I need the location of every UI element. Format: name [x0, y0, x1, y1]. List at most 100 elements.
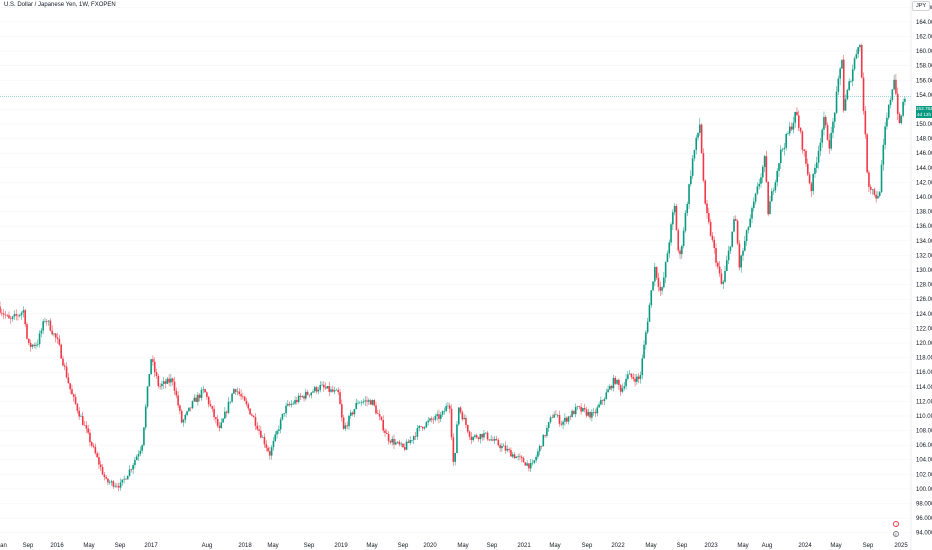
candle-body	[220, 422, 223, 428]
candle-body	[56, 337, 59, 339]
time-tick-label: Sep	[582, 543, 593, 549]
candle-body	[355, 402, 358, 410]
candle-body	[767, 181, 769, 215]
candle-body	[297, 395, 300, 403]
time-tick-label: May	[830, 543, 841, 549]
candle-body	[529, 463, 532, 469]
candle-body	[880, 164, 883, 193]
candle-body	[132, 465, 134, 470]
currency-button[interactable]: JPY	[912, 1, 930, 11]
candle-body	[873, 189, 876, 195]
candle-body	[87, 428, 89, 433]
price-axis[interactable]: 94.000 96.000 98.000 100.000 102.000 104.000 1…	[916, 5, 932, 536]
candle-body	[774, 182, 777, 191]
candle-body	[439, 414, 442, 419]
candle-body	[877, 195, 879, 199]
candle-body	[90, 442, 93, 446]
candle-body	[130, 469, 133, 471]
candle-body	[188, 407, 190, 412]
candle-body	[832, 121, 834, 133]
candle-body	[27, 338, 30, 344]
price-tick-label: 130.000	[916, 268, 932, 274]
candle-body	[398, 441, 401, 445]
candle-body	[123, 478, 125, 480]
earnings-event-icon[interactable]: E	[893, 531, 899, 537]
candle-body	[67, 377, 70, 384]
candle-body	[242, 396, 244, 397]
price-tick-label: 126.000	[916, 297, 932, 303]
candle-body	[288, 403, 291, 405]
candle-body	[126, 475, 129, 480]
candle-body	[553, 414, 555, 418]
candle-body	[556, 415, 559, 416]
candle-body	[492, 439, 494, 441]
candle-body	[175, 390, 178, 396]
candle-body	[436, 414, 438, 416]
price-tick-label: 140.000	[916, 195, 932, 201]
candle-body	[412, 436, 415, 441]
candle-body	[896, 93, 899, 114]
candle-body	[864, 111, 867, 135]
candle-body	[60, 344, 62, 359]
candle-body	[33, 344, 35, 346]
candle-body	[344, 425, 347, 429]
candle-body	[646, 321, 649, 333]
candle-body	[533, 460, 536, 463]
candle-body	[673, 205, 676, 213]
candle-body	[902, 101, 904, 116]
candle-body	[547, 422, 550, 429]
candle-body	[348, 415, 350, 427]
price-tick-label: 136.000	[916, 224, 932, 230]
candle-body	[285, 405, 287, 414]
price-tick-label: 108.000	[916, 429, 932, 435]
candle-body	[731, 231, 734, 247]
candle-body	[153, 361, 156, 373]
time-axis[interactable]: Jan Sep 2016 May Sep 2017 Aug 2018 May Sep 2019 May…	[0, 543, 908, 549]
candle-body	[99, 464, 102, 467]
candle-body	[81, 416, 84, 426]
candle-body	[524, 462, 527, 466]
candle-body	[776, 170, 778, 183]
candle-body	[301, 396, 304, 397]
candle-body	[438, 414, 440, 419]
candle-body	[117, 486, 120, 488]
price-tick-label: 118.000	[916, 356, 932, 362]
candle-body	[594, 412, 597, 414]
candle-body	[664, 262, 667, 278]
bar-countdown: 4d 13h	[916, 112, 932, 117]
candle-body	[571, 410, 573, 417]
price-tick-label: 158.000	[916, 64, 932, 70]
candle-body	[727, 250, 730, 261]
candle-body	[89, 432, 91, 443]
candle-body	[637, 376, 640, 379]
candle-body	[278, 429, 280, 431]
candle-body	[346, 425, 349, 427]
candle-body	[652, 281, 654, 291]
candle-body	[501, 445, 503, 449]
candle-body	[650, 290, 653, 306]
time-tick-label: 2016	[50, 543, 64, 549]
candle-body	[200, 389, 203, 398]
candle-body	[717, 262, 719, 267]
candle-body	[448, 405, 451, 409]
candle-body	[26, 324, 28, 339]
candle-body	[695, 137, 698, 150]
candle-body	[261, 437, 264, 438]
candle-body	[693, 149, 696, 159]
candle-body	[35, 344, 37, 346]
candle-body	[233, 389, 235, 394]
candle-body	[569, 416, 572, 418]
candle-body	[110, 481, 113, 483]
dividend-event-icon[interactable]: ↓	[893, 521, 899, 527]
price-tick-label: 128.000	[916, 283, 932, 289]
price-tick-label: 112.000	[916, 399, 932, 405]
candle-body	[371, 400, 374, 405]
candle-body	[317, 389, 320, 392]
candle-body	[414, 436, 417, 437]
candle-body	[859, 45, 861, 48]
candle-body	[895, 79, 897, 94]
price-tick-label: 144.000	[916, 166, 932, 172]
candle-body	[135, 456, 138, 461]
candle-body	[45, 321, 48, 322]
